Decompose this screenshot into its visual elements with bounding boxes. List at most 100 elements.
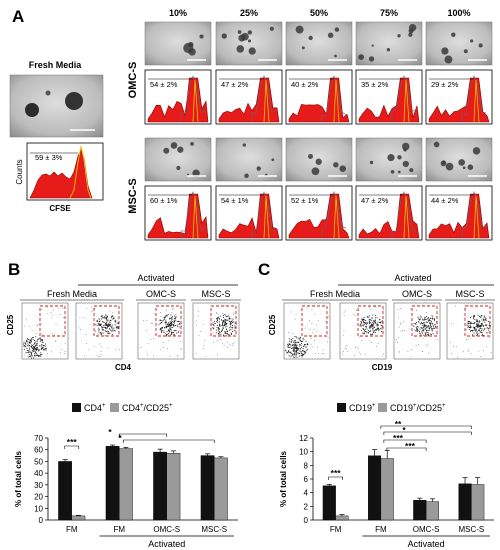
- event-dot: [177, 320, 179, 322]
- event-dot: [480, 327, 481, 329]
- event-dot: [380, 321, 382, 323]
- cell-cluster: [163, 147, 170, 154]
- event-dot: [294, 342, 296, 344]
- event-dot: [33, 350, 35, 352]
- event-dot: [31, 352, 33, 354]
- event-dot: [167, 315, 169, 317]
- event-dot: [23, 343, 24, 345]
- event-dot: [36, 352, 37, 354]
- event-dot: [289, 346, 291, 348]
- event-dot: [164, 315, 166, 317]
- event-dot: [225, 331, 227, 332]
- event-dot: [36, 350, 37, 351]
- event-dot: [378, 324, 379, 326]
- event-dot: [23, 348, 25, 350]
- event-dot: [231, 320, 233, 322]
- event-dot: [423, 319, 425, 321]
- event-dot: [470, 338, 471, 339]
- event-dot: [471, 330, 473, 331]
- event-dot: [292, 333, 294, 334]
- event-dot: [30, 339, 32, 340]
- event-dot: [167, 314, 169, 315]
- event-dot: [102, 330, 104, 331]
- cd25-gate: [357, 305, 384, 337]
- event-dot: [231, 321, 232, 322]
- cell-cluster: [192, 169, 200, 177]
- event-dot: [170, 323, 171, 324]
- event-dot: [179, 324, 181, 325]
- event-dot: [362, 328, 364, 329]
- event-dot: [220, 334, 222, 335]
- event-dot: [226, 323, 228, 324]
- event-dot: [295, 347, 297, 348]
- event-dot: [419, 328, 421, 330]
- event-dot: [107, 330, 109, 332]
- histogram-control: [321, 75, 347, 122]
- event-dot: [486, 324, 488, 326]
- event-dot: [432, 314, 433, 316]
- event-dot: [32, 347, 34, 349]
- event-dot: [40, 354, 42, 355]
- event-dot: [294, 318, 296, 320]
- event-dot: [45, 349, 47, 351]
- event-dot: [110, 320, 112, 321]
- y-axis-label: % of total cells: [14, 450, 23, 507]
- event-dot: [64, 353, 66, 354]
- event-dot: [296, 350, 298, 351]
- y-tick-label: 50: [34, 457, 43, 466]
- row-label: MSC-S: [127, 178, 139, 213]
- event-dot: [105, 314, 106, 316]
- event-dot: [219, 323, 221, 325]
- event-dot: [410, 308, 411, 310]
- event-dot: [116, 326, 117, 327]
- event-dot: [292, 338, 294, 339]
- event-dot: [223, 320, 225, 321]
- counts-label: Counts: [15, 159, 24, 184]
- event-dot: [224, 314, 226, 315]
- event-dot: [104, 324, 106, 326]
- event-dot: [470, 316, 472, 317]
- event-dot: [294, 336, 296, 338]
- event-dot: [97, 323, 99, 324]
- event-dot: [60, 349, 62, 350]
- event-dot: [430, 333, 431, 335]
- group-label: OMC-S: [402, 289, 432, 299]
- event-dot: [38, 350, 39, 352]
- event-dot: [36, 347, 38, 348]
- event-dot: [481, 315, 482, 317]
- event-dot: [299, 348, 301, 349]
- event-dot: [98, 321, 100, 322]
- event-dot: [468, 305, 469, 307]
- event-dot: [143, 320, 144, 321]
- event-dot: [170, 325, 172, 327]
- event-dot: [111, 315, 113, 317]
- event-dot: [367, 316, 369, 318]
- event-dot: [431, 328, 433, 329]
- proliferation-value: 52 ± 1%: [291, 196, 319, 205]
- event-dot: [172, 332, 174, 333]
- event-dot: [222, 327, 224, 329]
- event-dot: [107, 332, 109, 334]
- event-dot: [381, 320, 383, 322]
- proliferation-value: 40 ± 2%: [291, 80, 319, 89]
- group-label: MSC-S: [202, 289, 231, 299]
- event-dot: [86, 307, 88, 309]
- y-tick-label: 40: [34, 469, 43, 478]
- event-dot: [168, 340, 170, 341]
- significance-bracket: [64, 445, 80, 449]
- event-dot: [39, 349, 40, 351]
- event-dot: [432, 319, 434, 320]
- event-dot: [480, 325, 482, 326]
- event-dot: [219, 325, 221, 327]
- event-dot: [484, 319, 485, 321]
- event-dot: [53, 309, 55, 311]
- event-dot: [478, 330, 479, 331]
- event-dot: [426, 316, 427, 318]
- significance-mark: *: [118, 433, 122, 443]
- panel-b-y-axis: CD25: [6, 314, 15, 335]
- event-dot: [484, 328, 486, 329]
- event-dot: [486, 346, 487, 348]
- proliferation-value: 54 ± 1%: [221, 196, 249, 205]
- event-dot: [362, 319, 364, 321]
- event-dot: [453, 345, 454, 347]
